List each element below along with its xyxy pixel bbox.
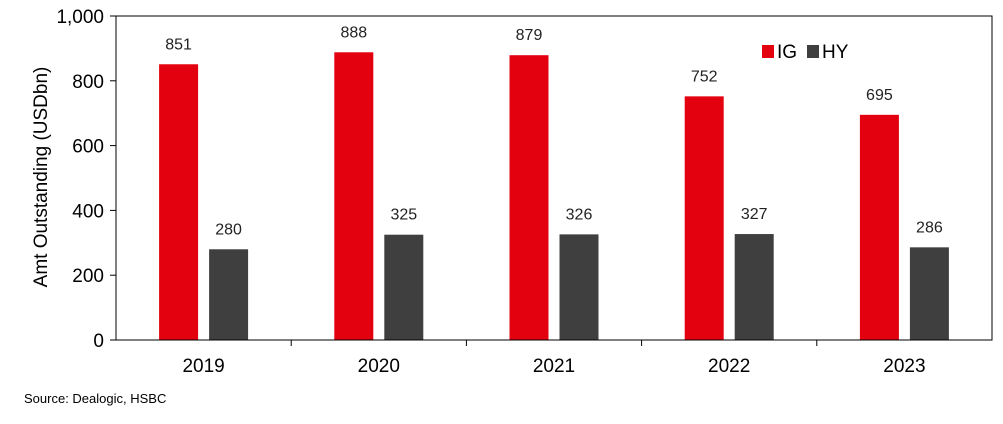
- bars-layer: [159, 52, 949, 341]
- bar-hy: [209, 249, 249, 340]
- bar-ig: [684, 96, 724, 341]
- x-tick-label: 2022: [708, 356, 750, 377]
- x-tick-label: 2020: [358, 356, 400, 377]
- data-label-ig: 752: [691, 68, 718, 85]
- x-tick-label: 2019: [182, 356, 224, 377]
- y-tick-label: 800: [72, 72, 104, 93]
- bar-ig: [159, 64, 199, 340]
- bar-ig: [334, 52, 374, 341]
- x-tick-label: 2021: [533, 356, 575, 377]
- axes-layer: 0 200 400 600 800 1,000 2019 2020 2021 2022 2023: [56, 7, 993, 377]
- data-label-ig: 851: [165, 36, 192, 53]
- data-label-ig: 695: [866, 87, 893, 104]
- y-axis-label: Amt Outstanding (USDbn): [31, 67, 52, 288]
- data-label-hy: 325: [390, 207, 417, 224]
- bar-hy: [559, 234, 599, 340]
- y-tick-label: 400: [72, 201, 104, 222]
- legend-label-ig: IG: [777, 42, 797, 63]
- data-label-ig: 879: [516, 27, 543, 44]
- legend-swatch-hy: [807, 45, 819, 58]
- bar-ig: [509, 55, 549, 340]
- y-tick-label: 200: [72, 266, 104, 287]
- legend-label-hy: HY: [822, 42, 849, 63]
- data-label-hy: 280: [215, 221, 242, 238]
- legend-swatch-ig: [762, 45, 774, 58]
- legend: IG HY: [762, 42, 849, 63]
- value-labels-layer: 851 280 888 325 879 326 752 327 695 286: [165, 24, 943, 238]
- data-label-ig: 888: [340, 24, 367, 41]
- data-label-hy: 286: [916, 219, 943, 236]
- data-label-hy: 326: [566, 206, 593, 223]
- y-tick-label: 0: [93, 331, 104, 352]
- bar-chart: 851 280 888 325 879 326 752 327 695 286 0 200 400 60…: [31, 7, 993, 377]
- bar-hy: [734, 234, 774, 340]
- bar-hy: [384, 234, 424, 340]
- bar-hy: [909, 247, 949, 340]
- plot-frame: [115, 15, 993, 341]
- y-tick-label: 1,000: [56, 7, 104, 28]
- bar-ig: [859, 114, 899, 340]
- y-tick-label: 600: [72, 137, 104, 158]
- x-tick-label: 2023: [883, 356, 925, 377]
- source-note: Source: Dealogic, HSBC: [24, 391, 167, 406]
- data-label-hy: 327: [741, 206, 768, 223]
